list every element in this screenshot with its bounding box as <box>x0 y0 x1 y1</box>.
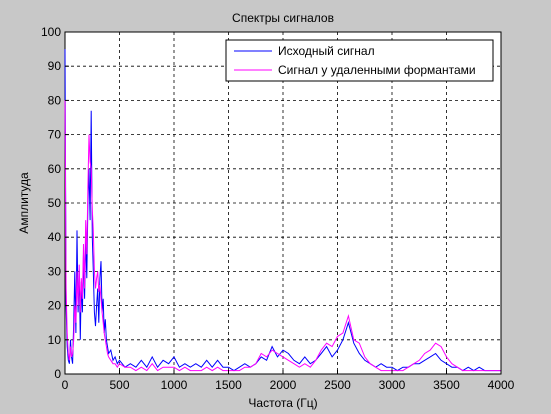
y-tick-label: 80 <box>48 93 62 107</box>
plot-lines <box>64 49 501 372</box>
y-tick-label: 40 <box>48 230 62 244</box>
legend-box <box>225 39 494 82</box>
x-tick-label: 0 <box>62 378 69 392</box>
grid-lines <box>65 32 501 374</box>
series-line-original <box>64 49 501 372</box>
legend-label-filtered: Сигнал у удаленными формантами <box>278 63 476 77</box>
y-tick-label: 20 <box>48 299 62 313</box>
series-line-filtered <box>64 100 501 372</box>
x-tick-label: 2500 <box>324 378 351 392</box>
y-axis-ticks: 0 10 20 30 40 50 60 70 80 90 100 <box>41 25 69 381</box>
x-tick-label: 1000 <box>161 378 188 392</box>
chart-title: Спектры сигналов <box>232 11 334 25</box>
x-axis-ticks: 0 500 1000 1500 2000 2500 3000 3500 4000 <box>62 370 515 392</box>
y-tick-label: 60 <box>48 162 62 176</box>
y-tick-label: 100 <box>41 25 61 39</box>
y-axis-label: Амплитуда <box>17 172 31 234</box>
x-tick-label: 1500 <box>215 378 242 392</box>
x-axis-label: Частота (Гц) <box>248 396 317 410</box>
y-tick-label: 50 <box>48 196 62 210</box>
legend-label-original: Исходный сигнал <box>278 44 375 58</box>
x-tick-label: 3500 <box>433 378 460 392</box>
y-tick-label: 90 <box>48 59 62 73</box>
x-tick-label: 3000 <box>379 378 406 392</box>
x-tick-label: 2000 <box>270 378 297 392</box>
y-tick-label: 10 <box>48 333 62 347</box>
x-tick-label: 500 <box>109 378 129 392</box>
legend: Исходный сигнал Сигнал у удаленными форм… <box>225 39 494 82</box>
y-tick-label: 70 <box>48 128 62 142</box>
x-tick-label: 4000 <box>488 378 515 392</box>
y-tick-label: 30 <box>48 264 62 278</box>
y-tick-label: 0 <box>54 367 61 381</box>
